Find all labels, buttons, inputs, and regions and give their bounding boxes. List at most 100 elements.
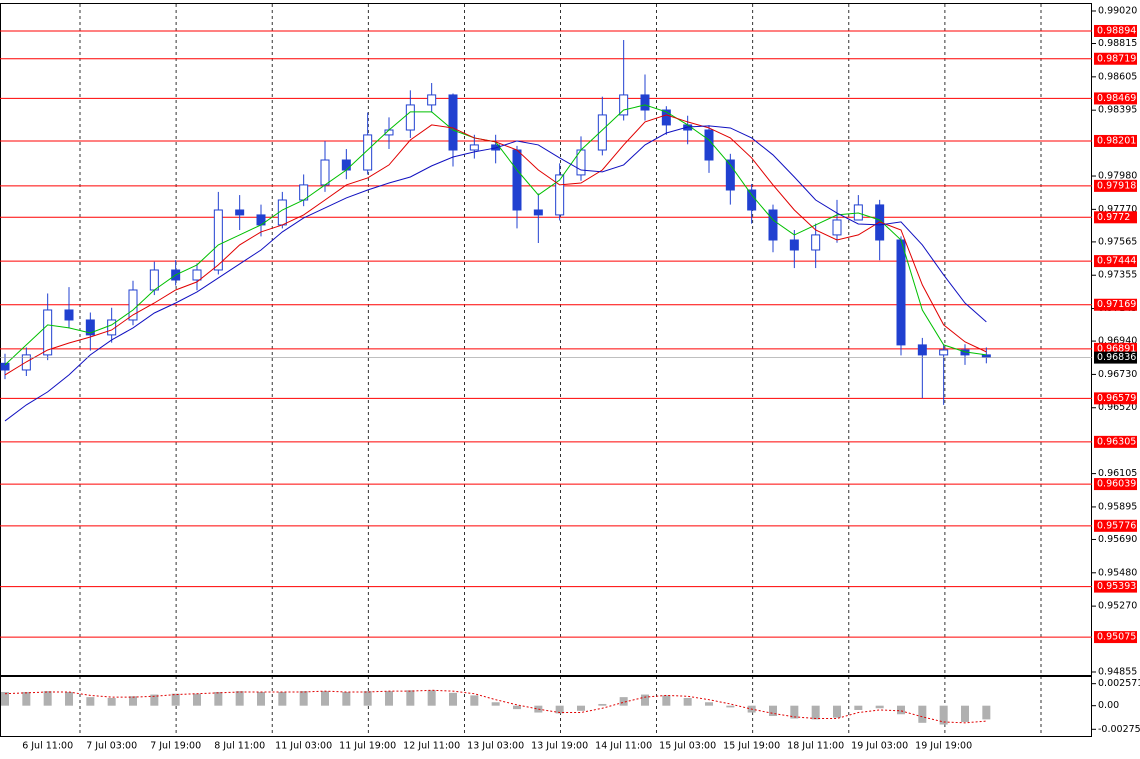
level-label: 0.97169 — [1097, 299, 1136, 310]
level-label: 0.96305 — [1097, 436, 1136, 447]
indicator-bar — [939, 705, 948, 725]
current-price-bg — [1094, 351, 1137, 364]
indicator-bar — [129, 696, 137, 706]
candle-body — [597, 114, 607, 151]
level-label-bg — [1094, 24, 1137, 37]
level-label: 0.96579 — [1097, 393, 1136, 404]
candle-body — [832, 219, 842, 236]
y-tick-label: 0.97355 — [1098, 270, 1137, 281]
candle-body — [469, 144, 479, 151]
candle-body — [704, 129, 714, 161]
indicator-bar — [1, 691, 9, 706]
indicator-bar — [619, 697, 628, 706]
candle-body — [213, 209, 223, 271]
indicator-bar — [257, 691, 265, 706]
indicator-bar — [982, 705, 991, 720]
level-label: 0.95393 — [1097, 581, 1136, 592]
y-tick-label: 0.96105 — [1098, 468, 1137, 479]
y-tick-label: 0.99020 — [1098, 5, 1137, 16]
indicator-bar — [854, 705, 863, 710]
x-tick-label: 15 Jul 19:00 — [723, 741, 780, 752]
indicator-y-tick-label: 0.00 — [1098, 700, 1119, 711]
level-label-bg — [1094, 211, 1137, 224]
candle-body — [149, 269, 159, 291]
level-label-bg — [1094, 580, 1137, 593]
indicator-bar — [342, 691, 351, 706]
candle-body — [853, 204, 863, 221]
level-label-bg — [1094, 519, 1137, 532]
x-tick-label: 18 Jul 11:00 — [787, 741, 844, 752]
y-tick-label: 0.95690 — [1098, 534, 1137, 545]
candle-body — [555, 174, 565, 216]
candle-body — [811, 234, 821, 251]
candle-body — [747, 189, 757, 211]
indicator-bar — [833, 705, 841, 718]
candle-body — [619, 94, 629, 116]
indicator-bar — [427, 690, 436, 706]
indicator-bar — [278, 691, 287, 706]
indicator-bar — [385, 691, 393, 706]
candle-body — [725, 159, 735, 191]
level-label: 0.9772 — [1097, 212, 1130, 223]
x-tick-label: 11 Jul 19:00 — [339, 741, 396, 752]
candle-body — [427, 94, 437, 106]
level-label: 0.98894 — [1097, 25, 1136, 36]
x-tick-label: 15 Jul 03:00 — [659, 741, 716, 752]
level-label: 0.98719 — [1097, 53, 1136, 64]
indicator-bar — [406, 690, 415, 706]
level-label: 0.95776 — [1097, 520, 1136, 531]
level-label-bg — [1094, 392, 1137, 405]
candle-body — [64, 309, 74, 321]
indicator-bar — [86, 697, 95, 706]
y-tick-label: 0.97980 — [1098, 171, 1137, 182]
candle-body — [405, 104, 415, 131]
level-label: 0.98469 — [1097, 93, 1136, 104]
level-label: 0.97444 — [1097, 256, 1136, 267]
x-tick-label: 19 Jul 19:00 — [915, 741, 972, 752]
y-tick-label: 0.95895 — [1098, 501, 1137, 512]
candle-body — [917, 344, 927, 356]
candle-body — [128, 289, 138, 321]
indicator-bar — [875, 705, 884, 709]
indicator-y-tick-label: 0.002571 — [1098, 678, 1140, 689]
indicator-bar — [641, 694, 649, 706]
candle-body — [661, 109, 671, 126]
indicator-bar — [150, 694, 159, 706]
level-label: 0.96891 — [1097, 343, 1136, 354]
level-label-bg — [1094, 92, 1137, 105]
indicator-bar — [961, 705, 969, 722]
indicator-signal — [4, 689, 987, 724]
indicator-bar — [107, 697, 116, 706]
indicator-bar — [705, 702, 713, 706]
y-tick-label: 0.96520 — [1098, 402, 1137, 413]
indicator-bar — [491, 702, 500, 706]
x-tick-label: 6 Jul 11:00 — [22, 741, 73, 752]
indicator-bar — [65, 691, 73, 706]
x-tick-label: 19 Jul 03:00 — [851, 741, 908, 752]
y-tick-label: 0.96730 — [1098, 369, 1137, 380]
indicator-bar — [449, 692, 457, 706]
current-price-label: 0.96836 — [1097, 352, 1136, 363]
y-tick-label: 0.96940 — [1098, 336, 1137, 347]
y-tick-label: 0.98815 — [1098, 38, 1137, 49]
level-label-bg — [1094, 435, 1137, 448]
candle-body — [939, 349, 949, 356]
indicator-bar — [790, 705, 799, 719]
candle-body — [896, 239, 906, 346]
y-tick-label: 0.98395 — [1098, 105, 1137, 116]
x-tick-label: 7 Jul 03:00 — [86, 741, 137, 752]
candle-body — [512, 149, 522, 211]
candle-body — [235, 209, 245, 216]
level-label: 0.98201 — [1097, 135, 1136, 146]
indicator-bar — [598, 703, 607, 706]
indicator-bar — [470, 695, 479, 706]
candle-body — [789, 239, 799, 251]
indicator-bar — [918, 705, 927, 723]
x-tick-label: 11 Jul 03:00 — [275, 741, 332, 752]
main-frame — [0, 3, 1092, 676]
level-label-bg — [1094, 298, 1137, 311]
x-tick-label: 12 Jul 11:00 — [403, 741, 460, 752]
x-tick-label: 8 Jul 11:00 — [214, 741, 265, 752]
